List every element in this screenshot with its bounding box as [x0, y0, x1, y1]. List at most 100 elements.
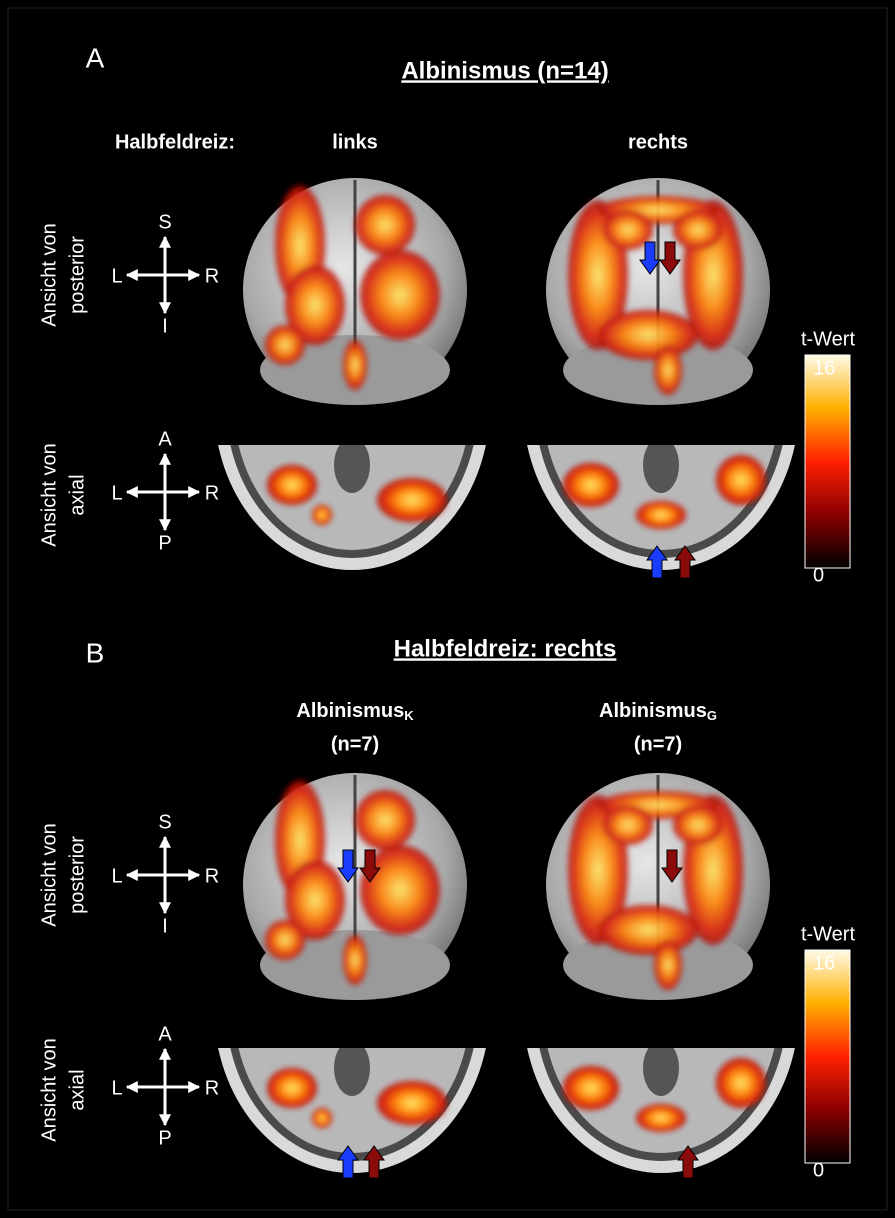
activation-blob	[285, 265, 345, 345]
row-label: Ansicht von	[38, 1038, 60, 1141]
activation-blob	[360, 250, 440, 340]
orientation-label: R	[205, 265, 219, 287]
marker-arrow	[646, 545, 668, 579]
colorbar	[804, 354, 851, 569]
activation	[267, 1068, 447, 1128]
orientation-label: P	[158, 1127, 171, 1149]
row-label: Ansicht von	[38, 823, 60, 926]
activation-blob	[265, 325, 305, 365]
orientation-label: L	[111, 265, 122, 287]
activation-blob	[312, 505, 332, 525]
orientation-label: R	[205, 865, 219, 887]
column-name: Albinismus	[599, 700, 707, 722]
orientation-label: S	[158, 811, 171, 833]
panel-letter: A	[86, 42, 105, 73]
activation-blob	[312, 1108, 332, 1128]
column-header: rechts	[628, 131, 688, 153]
activation-blob	[654, 940, 682, 990]
activation-blob	[563, 1066, 619, 1110]
colorbar	[804, 949, 851, 1164]
activation-blob	[716, 455, 766, 505]
activation-blob	[285, 860, 345, 940]
activation	[563, 1058, 766, 1132]
frame	[7, 7, 888, 1211]
column-subscript: K	[404, 708, 414, 723]
activation-blob	[355, 195, 415, 255]
activation-blob	[355, 790, 415, 850]
orientation-label: A	[158, 428, 172, 450]
ventricle	[643, 1048, 679, 1096]
activation-blob	[673, 805, 723, 845]
marker-arrow	[659, 241, 681, 275]
marker-arrow	[639, 241, 661, 275]
orientation-label: I	[162, 315, 168, 337]
orientation-label: R	[205, 1077, 219, 1099]
axial-slice	[218, 1048, 486, 1173]
activation-blob	[654, 345, 682, 395]
orientation-label: L	[111, 865, 122, 887]
panel-letter: B	[86, 637, 105, 668]
activation-blob	[267, 1068, 317, 1108]
column-subscript: G	[707, 708, 717, 723]
panel-title: Halbfeldreiz: rechts	[394, 635, 617, 662]
row-label: Ansicht von	[38, 443, 60, 546]
axial-slice	[527, 1048, 795, 1173]
orientation-label: P	[158, 532, 171, 554]
marker-arrow	[363, 1145, 385, 1179]
row-label: Ansicht von	[38, 223, 60, 326]
row-label: posterior	[66, 836, 88, 914]
colorbar-label: t-Wert	[801, 328, 856, 350]
marker-arrow	[337, 849, 359, 883]
stimulus-label: Halbfeldreiz:	[115, 131, 235, 153]
orientation-label: S	[158, 211, 171, 233]
activation-blob	[343, 340, 367, 390]
activation-blob	[603, 210, 653, 250]
activation-blob	[377, 478, 447, 522]
activation-blob	[716, 1058, 766, 1108]
marker-arrow	[661, 849, 683, 883]
panel-title: Albinismus (n=14)	[401, 57, 608, 84]
marker-arrow	[677, 1145, 699, 1179]
activation	[563, 455, 766, 529]
activation-blob	[267, 465, 317, 505]
activation-blob	[603, 805, 653, 845]
row-label: axial	[66, 1069, 88, 1110]
activation	[267, 465, 447, 525]
marker-arrow	[674, 545, 696, 579]
column-n: (n=7)	[634, 733, 682, 755]
column-name: Albinismus	[296, 700, 404, 722]
ventricle	[334, 1048, 370, 1096]
axial-slice	[218, 445, 486, 570]
activation-blob	[563, 463, 619, 507]
orientation-label: L	[111, 1077, 122, 1099]
activation-blob	[265, 920, 305, 960]
row-label: axial	[66, 474, 88, 515]
row-label: posterior	[66, 236, 88, 314]
activation-blob	[377, 1081, 447, 1125]
colorbar-tick-label: 16	[813, 952, 835, 974]
colorbar-label: t-Wert	[801, 923, 856, 945]
colorbar-tick-label: 0	[813, 1159, 824, 1181]
ventricle	[643, 445, 679, 493]
activation-blob	[598, 905, 698, 955]
colorbar-tick-label: 16	[813, 357, 835, 379]
colorbar-tick-label: 0	[813, 564, 824, 586]
ventricle	[334, 445, 370, 493]
column-header: AlbinismusG	[599, 700, 717, 723]
activation	[568, 791, 743, 990]
column-header: AlbinismusK	[296, 700, 414, 723]
activation-blob	[598, 310, 698, 360]
activation	[265, 185, 440, 390]
activation-blob	[343, 935, 367, 985]
activation-blob	[636, 501, 686, 529]
orientation-label: R	[205, 482, 219, 504]
column-header: links	[332, 131, 378, 153]
orientation-label: I	[162, 915, 168, 937]
activation	[568, 196, 743, 395]
marker-arrow	[359, 849, 381, 883]
column-n: (n=7)	[331, 733, 379, 755]
activation-blob	[673, 210, 723, 250]
orientation-label: L	[111, 482, 122, 504]
axial-slice	[527, 445, 795, 570]
